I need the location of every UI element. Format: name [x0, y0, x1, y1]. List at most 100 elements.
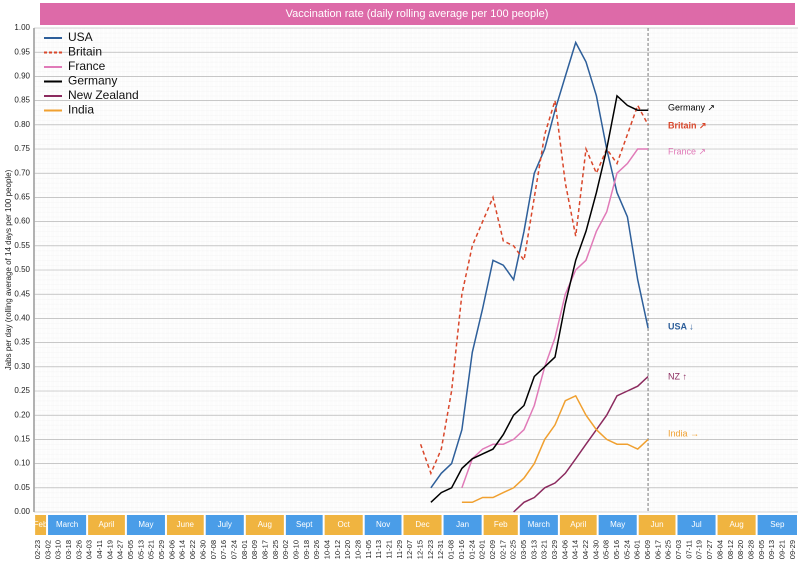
y-tick-label: 0.20: [14, 410, 30, 419]
month-label: Nov: [376, 520, 390, 529]
month-band: [403, 515, 442, 535]
month-label: March: [528, 520, 550, 529]
month-band: [677, 515, 716, 535]
x-tick-label: 04-30: [591, 540, 600, 559]
y-tick-label: 0.10: [14, 459, 30, 468]
x-tick-label: 05-21: [147, 540, 156, 559]
month-band: [285, 515, 323, 535]
month-band: [205, 515, 244, 535]
month-band: [483, 515, 518, 535]
y-tick-label: 0.60: [14, 217, 30, 226]
x-tick-label: 09-02: [281, 540, 290, 559]
legend-label: USA: [68, 30, 93, 44]
x-tick-label: 12-23: [426, 540, 435, 559]
x-tick-label: 08-04: [715, 540, 724, 559]
x-tick-label: 09-10: [291, 540, 300, 559]
month-band: [35, 515, 47, 535]
x-tick-label: 01-08: [447, 540, 456, 559]
x-tick-label: 06-09: [643, 540, 652, 559]
x-tick-label: 08-09: [250, 540, 259, 559]
x-tick-label: 06-14: [178, 540, 187, 559]
x-tick-label: 06-06: [167, 540, 176, 559]
month-label: March: [56, 520, 78, 529]
x-tick-label: 07-19: [695, 540, 704, 559]
x-tick-label: 09-13: [767, 540, 776, 559]
x-tick-label: 10-20: [343, 540, 352, 559]
x-tick-label: 02-25: [509, 540, 518, 559]
x-tick-label: 07-27: [705, 540, 714, 559]
title-banner: [40, 3, 795, 25]
x-tick-label: 06-17: [653, 540, 662, 559]
y-tick-label: 1.00: [14, 23, 30, 32]
y-tick-label: 0.30: [14, 362, 30, 371]
x-tick-label: 03-02: [43, 540, 52, 559]
month-label: April: [570, 520, 586, 529]
x-tick-label: 03-18: [64, 540, 73, 559]
month-band: [88, 515, 125, 535]
month-label: June: [177, 520, 195, 529]
x-tick-label: 04-19: [105, 540, 114, 559]
month-band: [166, 515, 204, 535]
month-label: Feb: [34, 520, 48, 529]
y-tick-label: 0.80: [14, 120, 30, 129]
y-tick-label: 0.25: [14, 386, 30, 395]
x-tick-label: 05-29: [157, 540, 166, 559]
legend-label: India: [68, 103, 94, 117]
month-band: [519, 515, 558, 535]
legend-label: New Zealand: [68, 88, 139, 102]
month-band: [757, 515, 797, 535]
month-band: [717, 515, 756, 535]
month-band: [559, 515, 597, 535]
series-line: [461, 394, 649, 504]
x-tick-label: 09-26: [312, 540, 321, 559]
x-tick-label: 11-29: [395, 540, 404, 559]
series-line: [430, 94, 649, 503]
month-label: Sept: [296, 520, 313, 529]
x-tick-label: 06-30: [198, 540, 207, 559]
x-tick-label: 02-09: [488, 540, 497, 559]
annotation: India →: [668, 428, 699, 438]
month-label: Jan: [456, 520, 469, 529]
x-tick-label: 05-24: [622, 540, 631, 559]
y-tick-label: 0.15: [14, 435, 30, 444]
legend-label: Britain: [68, 45, 102, 59]
x-tick-label: 08-28: [746, 540, 755, 559]
y-tick-label: 0.35: [14, 338, 30, 347]
annotation: France ↗: [668, 146, 706, 156]
x-tick-label: 02-17: [498, 540, 507, 559]
month-band: [598, 515, 637, 535]
y-axis-title: Jabs per day (rolling average of 14 days…: [4, 169, 13, 370]
x-tick-label: 04-11: [95, 540, 104, 559]
month-band: [324, 515, 363, 535]
x-tick-label: 09-05: [757, 540, 766, 559]
x-tick-label: 07-11: [684, 540, 693, 559]
x-tick-label: 04-22: [581, 540, 590, 559]
x-tick-label: 05-16: [612, 540, 621, 559]
month-band: [638, 515, 676, 535]
month-label: Aug: [729, 520, 743, 529]
series-line: [419, 100, 649, 476]
x-tick-label: 02-23: [33, 540, 42, 559]
y-tick-label: 0.00: [14, 507, 30, 516]
x-tick-label: 07-03: [674, 540, 683, 559]
month-label: Aug: [258, 520, 272, 529]
month-band: [364, 515, 402, 535]
y-tick-label: 0.45: [14, 289, 30, 298]
x-tick-label: 03-10: [54, 540, 63, 559]
x-tick-label: 07-24: [229, 540, 238, 559]
x-tick-label: 12-07: [405, 540, 414, 559]
month-label: Jun: [651, 520, 664, 529]
y-tick-label: 0.85: [14, 96, 30, 105]
x-tick-label: 08-12: [726, 540, 735, 559]
month-label: April: [98, 520, 114, 529]
x-tick-label: 06-25: [664, 540, 673, 559]
month-label: Feb: [494, 520, 508, 529]
x-tick-label: 07-08: [209, 540, 218, 559]
x-tick-label: 04-03: [85, 540, 94, 559]
series-line: [461, 148, 649, 489]
x-tick-label: 05-13: [136, 540, 145, 559]
annotation: Germany ↗: [668, 102, 715, 112]
x-tick-label: 03-13: [529, 540, 538, 559]
